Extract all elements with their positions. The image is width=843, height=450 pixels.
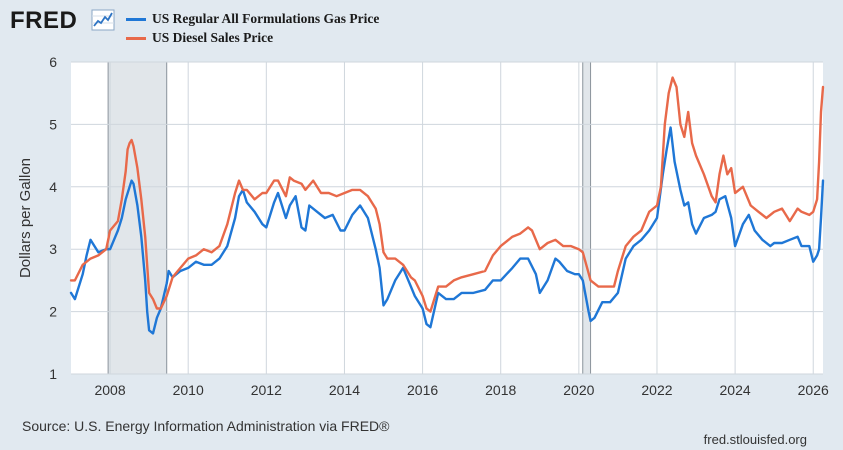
trend-chart-icon <box>91 9 115 31</box>
x-tick-label-2010: 2010 <box>173 382 204 398</box>
plot-area <box>71 62 823 374</box>
y-tick-label-1: 1 <box>49 366 57 382</box>
x-tick-label-2024: 2024 <box>720 382 751 398</box>
x-tick-label-2022: 2022 <box>641 382 672 398</box>
legend-swatch-diesel <box>126 37 146 40</box>
line-chart: 1 2 3 4 5 6 2008 2010 2012 2014 2016 2018 2020 2022 20… <box>17 54 829 398</box>
source-note: Source: U.S. Energy Information Administ… <box>22 418 390 434</box>
y-tick-label-2: 2 <box>49 304 57 320</box>
legend-swatch-gas <box>126 18 146 21</box>
recession-band-1 <box>582 61 592 375</box>
y-tick-label-4: 4 <box>49 179 57 195</box>
series-line-gas <box>69 126 825 335</box>
x-tick-label-2026: 2026 <box>798 382 829 398</box>
y-tick-label-5: 5 <box>49 116 57 132</box>
series-line-diesel <box>69 76 825 313</box>
legend-label-gas: US Regular All Formulations Gas Price <box>152 11 380 26</box>
legend-label-diesel: US Diesel Sales Price <box>152 30 274 45</box>
x-tick-label-2016: 2016 <box>407 382 438 398</box>
x-tick-label-2018: 2018 <box>485 382 516 398</box>
site-link[interactable]: fred.stlouisfed.org <box>703 432 807 447</box>
fred-logo[interactable]: FRED <box>10 7 78 34</box>
y-tick-label-3: 3 <box>49 241 57 257</box>
y-tick-label-6: 6 <box>49 54 57 70</box>
x-tick-label-2020: 2020 <box>563 382 594 398</box>
x-tick-label-2008: 2008 <box>94 382 125 398</box>
x-tick-label-2012: 2012 <box>251 382 282 398</box>
recession-band-0 <box>107 61 168 375</box>
y-axis-label: Dollars per Gallon <box>17 158 34 278</box>
x-tick-label-2014: 2014 <box>329 382 360 398</box>
